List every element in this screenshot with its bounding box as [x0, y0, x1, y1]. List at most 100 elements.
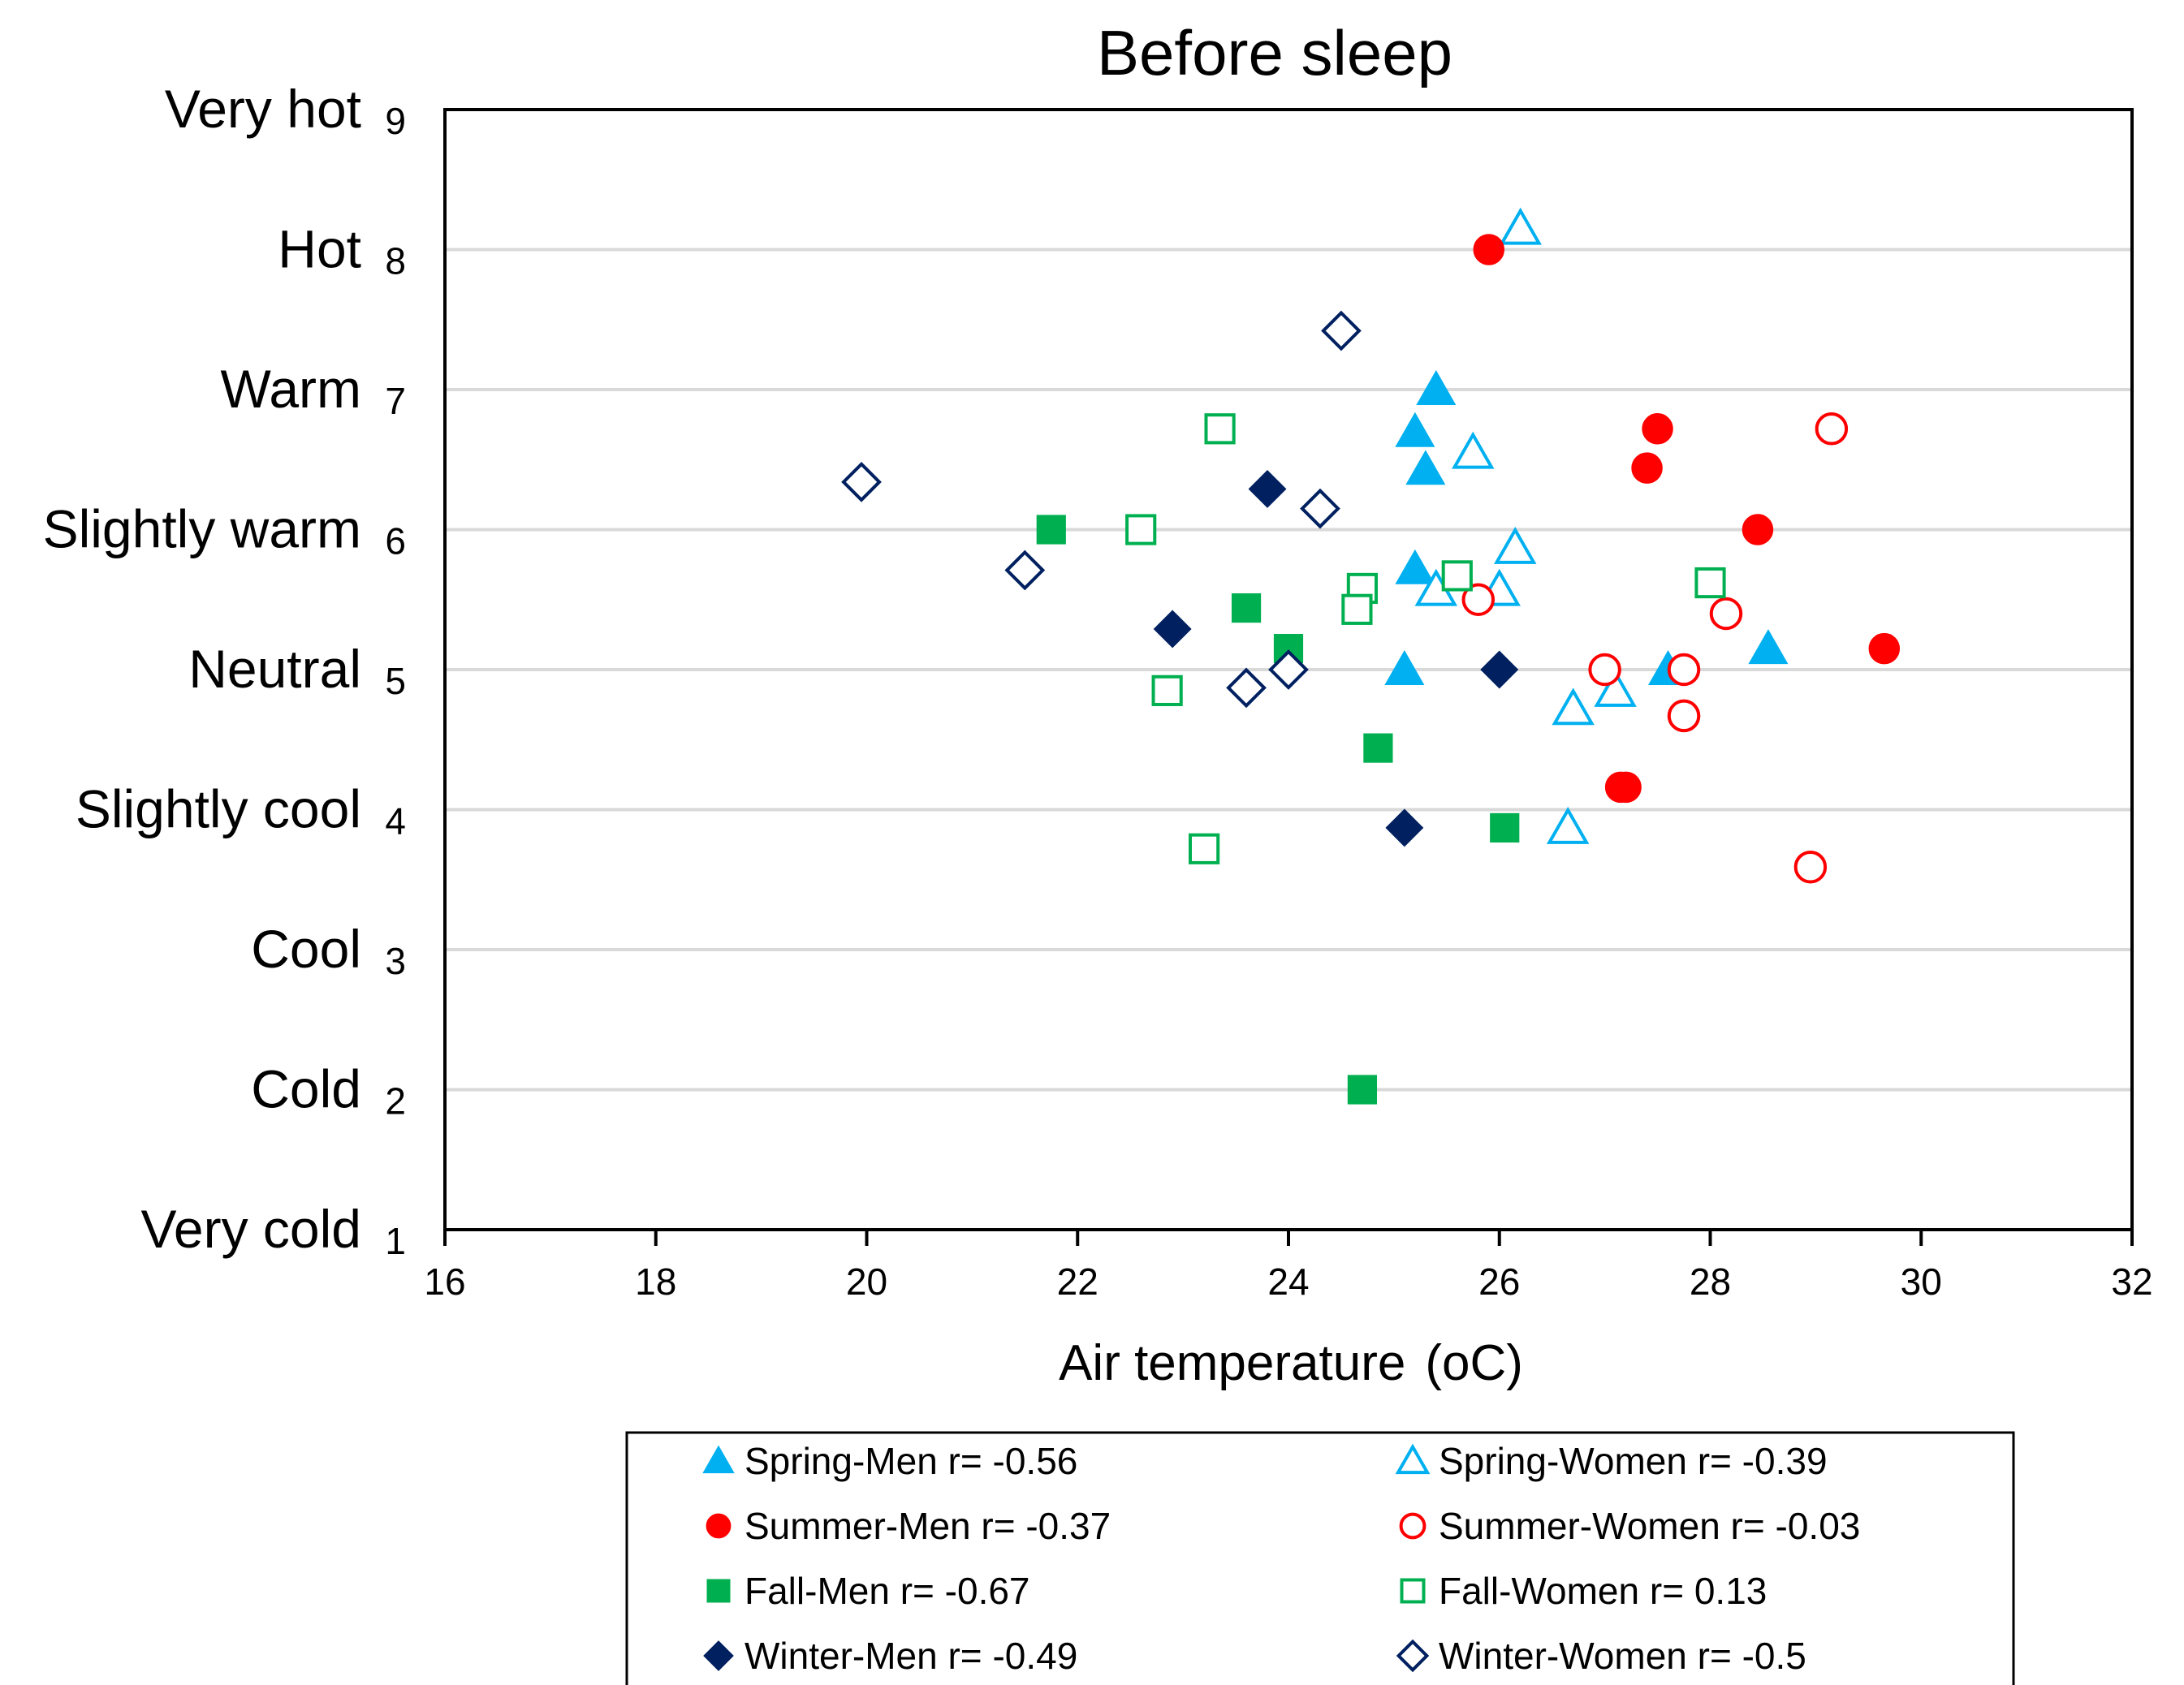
series-fall-men-r-0-67 [1036, 515, 1520, 1105]
data-point [1642, 413, 1673, 445]
data-point [1594, 669, 1637, 707]
data-point [1793, 850, 1828, 884]
data-point [1546, 806, 1590, 844]
y-tick-label: 7 [385, 380, 406, 422]
data-point [1709, 597, 1743, 631]
y-category-label: Cold [251, 1059, 361, 1119]
data-point [1480, 650, 1519, 689]
x-tick-label: 18 [635, 1261, 676, 1303]
x-tick-label: 16 [424, 1261, 465, 1303]
legend-marker [1396, 1639, 1430, 1673]
y-category-label: Warm [220, 359, 361, 419]
legend-marker [702, 1445, 735, 1474]
data-point [1416, 370, 1457, 405]
data-point [1248, 470, 1287, 508]
y-category-label: Slightly warm [43, 499, 361, 559]
legend-label: Spring-Women r= -0.39 [1439, 1440, 1828, 1482]
data-point [1473, 234, 1505, 265]
data-point [841, 461, 882, 502]
data-point [1231, 593, 1262, 623]
x-axis-title: Air temperature (oC) [1059, 1335, 1523, 1391]
data-point [1742, 514, 1774, 545]
y-tick-label: 6 [385, 520, 406, 562]
data-point [1341, 593, 1373, 625]
legend-entry: Winter-Men r= -0.49 [703, 1635, 1077, 1677]
data-point [1667, 699, 1701, 733]
data-point [1125, 514, 1157, 545]
data-point [1588, 653, 1621, 687]
data-point [1748, 629, 1789, 665]
legend-box [625, 1431, 2015, 1685]
x-tick-label: 28 [1690, 1261, 1731, 1303]
data-point [1384, 650, 1425, 685]
x-tick-label: 30 [1901, 1261, 1942, 1303]
data-point [1667, 653, 1701, 687]
data-point [1631, 452, 1663, 484]
series-summer-women-r-0-03 [1461, 412, 1849, 884]
data-point [1151, 674, 1183, 706]
legend-entry: Summer-Men r= -0.37 [706, 1505, 1111, 1547]
y-tick-label: 2 [385, 1080, 406, 1123]
data-point [1493, 526, 1537, 564]
y-tick-label: 9 [385, 100, 406, 142]
data-point [1189, 833, 1220, 864]
x-tick-label: 20 [846, 1261, 887, 1303]
legend-entry: Spring-Men r= -0.56 [702, 1440, 1077, 1482]
legend-label: Winter-Men r= -0.49 [745, 1635, 1077, 1677]
data-point [1385, 808, 1424, 847]
legend-entry: Fall-Women r= 0.13 [1400, 1570, 1767, 1612]
data-point [1268, 649, 1309, 690]
series-winter-men-r-0-49 [1153, 470, 1519, 847]
series-spring-men-r-0-56 [1384, 370, 1789, 685]
series-fall-women-r-0-13 [1125, 413, 1726, 864]
y-category-label: Cool [251, 919, 361, 979]
data-point [1363, 733, 1393, 763]
series-summer-men-r-0-37 [1473, 234, 1901, 804]
legend-marker [706, 1579, 731, 1603]
gridlines [445, 248, 2132, 1092]
legend-marker [706, 1513, 732, 1539]
legend-entry: Winter-Women r= -0.5 [1396, 1635, 1806, 1677]
data-point [1321, 310, 1362, 351]
legend-marker [703, 1640, 734, 1671]
data-point [1204, 413, 1236, 445]
legend: Spring-Men r= -0.56 Spring-Women r= -0.39… [625, 1431, 2015, 1685]
data-point [1552, 687, 1595, 726]
legend-label: Fall-Men r= -0.67 [745, 1570, 1030, 1612]
y-category-label: Slightly cool [76, 779, 361, 839]
data-point [1490, 812, 1520, 843]
legend-label: Summer-Men r= -0.37 [745, 1505, 1111, 1547]
data-point [1405, 450, 1446, 485]
data-point [1153, 610, 1192, 649]
series-spring-women-r-0-39 [1414, 207, 1637, 844]
chart-title: Before sleep [1097, 17, 1452, 88]
legend-marker [1399, 1512, 1427, 1540]
y-category-label: Very hot [165, 79, 361, 139]
y-tick-label: 4 [385, 800, 406, 842]
data-point [1226, 667, 1267, 709]
data-point [1347, 1075, 1378, 1105]
x-tick-label: 26 [1478, 1261, 1520, 1303]
data-point [1004, 549, 1046, 591]
series-winter-women-r-0-5 [841, 310, 1362, 709]
y-category-label: Very cold [141, 1199, 361, 1259]
legend-label: Fall-Women r= 0.13 [1439, 1570, 1767, 1612]
legend-label: Winter-Women r= -0.5 [1439, 1635, 1806, 1677]
y-axis: 9 Very hot 8 Hot 7 Warm 6 Slightly warm 5 Neutral… [43, 79, 406, 1262]
y-category-label: Hot [278, 219, 361, 279]
x-axis: 16 18 20 22 24 26 28 30 32 [424, 1230, 2153, 1303]
data-point [1461, 583, 1496, 616]
data-point [1815, 412, 1849, 446]
x-axis-label: Air temperature [1059, 1335, 1405, 1391]
data-point [1395, 412, 1435, 447]
x-axis-unit: (oC) [1425, 1335, 1523, 1391]
legend-marker [1395, 1443, 1431, 1475]
data-point [1610, 771, 1642, 804]
y-tick-label: 5 [385, 660, 406, 702]
data-point [1036, 515, 1066, 545]
data-point [1395, 549, 1435, 584]
y-tick-label: 3 [385, 940, 406, 982]
legend-entry: Fall-Men r= -0.67 [706, 1570, 1030, 1612]
data-point [1441, 560, 1473, 592]
